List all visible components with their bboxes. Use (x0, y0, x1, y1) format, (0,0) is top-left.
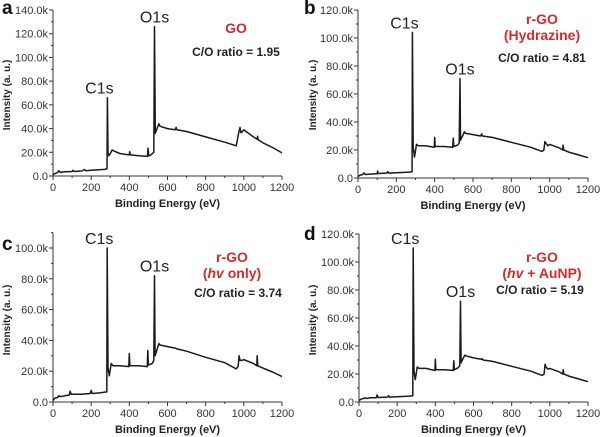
panel-b-y-tick-label: 100.0k (320, 33, 354, 45)
panel-a-spectrum-line (52, 25, 283, 176)
panel-d-sample-title: (hv + AuNP) (502, 265, 581, 281)
panel-b-y-tick-label: 120.0k (320, 5, 354, 17)
panel-c-x-tick-label: 0 (50, 408, 56, 420)
panel-d-y-tick-label: 120.0k (321, 229, 355, 241)
panel-a-sample-title: GO (225, 20, 247, 36)
panel-c-sample-title: r-GO (216, 249, 248, 265)
panel-a-co-ratio: C/O ratio = 1.95 (192, 45, 280, 59)
panel-d-co-ratio: C/O ratio = 5.19 (496, 283, 584, 297)
panel-a-x-tick-label: 600 (158, 182, 176, 194)
panel-d-spectrum-line (358, 247, 589, 402)
panel-a-x-tick-label: 0 (50, 182, 56, 194)
panel-a-x-tick-label: 1200 (270, 182, 294, 194)
panel-d-y-tick-label: 40.0k (327, 341, 354, 353)
panel-b-letter: b (304, 0, 316, 19)
panel-d-x-axis-label: Binding Energy (eV) (421, 424, 526, 436)
panel-c-y-tick-label: 60.0k (21, 305, 48, 317)
panel-c-y-tick-label: 20.0k (21, 366, 48, 378)
panel-a-x-tick-label: 1000 (232, 182, 256, 194)
panel-a-y-tick-label: 120.0k (15, 29, 49, 41)
panel-a-y-tick-label: 0.0 (33, 171, 48, 183)
panel-c-x-axis-label: Binding Energy (eV) (115, 424, 220, 436)
panel-b-peak-label-o1s: O1s (445, 62, 474, 79)
panel-a-y-tick-label: 80.0k (21, 76, 48, 88)
panel-b-spectrum-line (357, 31, 589, 178)
panel-a-x-tick-label: 200 (82, 182, 100, 194)
panel-a-x-tick-label: 400 (120, 182, 138, 194)
panel-c-y-tick-label: 40.0k (21, 335, 48, 347)
panel-d-sample-title: r-GO (526, 249, 558, 265)
panel-a-x-tick-label: 800 (196, 182, 214, 194)
panel-c-spectrum-line (52, 247, 283, 401)
panel-b-x-axis-label: Binding Energy (eV) (420, 200, 525, 212)
panel-b-x-tick-label: 200 (387, 184, 405, 196)
panel-c-y-tick-label: 100.0k (15, 243, 49, 255)
panel-a-peak-label-o1s: O1s (140, 10, 169, 27)
panel-a-y-tick-label: 60.0k (21, 100, 48, 112)
panel-b-y-tick-label: 0.0 (338, 173, 353, 185)
panel-d-x-tick-label: 400 (426, 408, 444, 420)
panel-d-x-tick-label: 600 (464, 408, 482, 420)
panel-c-x-tick-label: 1200 (270, 408, 294, 420)
panel-d-y-tick-label: 60.0k (327, 313, 354, 325)
panel-d-x-tick-label: 1200 (576, 408, 600, 420)
panel-d-x-tick-label: 1000 (538, 408, 562, 420)
panel-d-x-tick-label: 0 (356, 408, 362, 420)
panel-c-x-tick-label: 600 (158, 408, 176, 420)
panel-d-y-tick-label: 0.0 (339, 397, 354, 409)
panel-c-x-tick-label: 1000 (232, 408, 256, 420)
panel-b-co-ratio: C/O ratio = 4.81 (498, 51, 586, 65)
panel-a-x-axis-label: Binding Energy (eV) (115, 198, 220, 210)
panel-b-y-axis-label: Intensity (a. u.) (308, 60, 319, 131)
panel-b-y-tick-label: 20.0k (326, 145, 353, 157)
panel-a-y-tick-label: 20.0k (21, 147, 48, 159)
panel-d-x-tick-label: 200 (388, 408, 406, 420)
panel-d-peak-label-o1s: O1s (446, 284, 475, 301)
panel-b-x-tick-label: 0 (355, 184, 361, 196)
panel-d-y-tick-label: 80.0k (327, 285, 354, 297)
panel-b-x-tick-label: 800 (502, 184, 520, 196)
panel-a-y-axis-label: Intensity (a. u.) (2, 60, 13, 131)
panel-c-x-tick-label: 400 (120, 408, 138, 420)
panel-a-peak-label-c1s: C1s (85, 81, 113, 98)
panel-d-y-tick-label: 100.0k (321, 257, 355, 269)
panel-c-letter: c (2, 234, 13, 255)
panel-c-y-tick-label: 0.0 (33, 397, 48, 409)
panel-b-sample-title: r-GO (526, 11, 558, 27)
panel-c-peak-label-o1s: O1s (140, 259, 169, 276)
panel-a-y-tick-label: 40.0k (21, 124, 48, 136)
panel-c-peak-label-c1s: C1s (85, 231, 113, 248)
panel-b-x-tick-label: 400 (425, 184, 443, 196)
panel-b-peak-label-c1s: C1s (390, 15, 418, 32)
panel-b-y-tick-label: 60.0k (326, 89, 353, 101)
panel-b-x-tick-label: 1200 (576, 184, 600, 196)
panel-d-peak-label-c1s: C1s (391, 231, 419, 248)
panel-d-y-axis-label: Intensity (a. u.) (308, 285, 319, 356)
panel-c-x-tick-label: 200 (82, 408, 100, 420)
panel-a-letter: a (2, 0, 13, 19)
panel-d-y-tick-label: 20.0k (327, 369, 354, 381)
panel-b-y-tick-label: 40.0k (326, 117, 353, 129)
panel-b-x-tick-label: 1000 (537, 184, 561, 196)
panel-d-letter: d (304, 224, 316, 245)
panel-c-co-ratio: C/O ratio = 3.74 (194, 286, 282, 300)
panel-b-sample-title: (Hydrazine) (504, 27, 580, 43)
panel-d-x-tick-label: 800 (502, 408, 520, 420)
panel-c-x-tick-label: 800 (196, 408, 214, 420)
panel-c-y-tick-label: 80.0k (21, 274, 48, 286)
panel-b-y-tick-label: 80.0k (326, 61, 353, 73)
panel-c-sample-title: (hv only) (203, 265, 261, 281)
panel-a-y-tick-label: 140.0k (15, 5, 49, 17)
panel-b-x-tick-label: 600 (464, 184, 482, 196)
panel-a-y-tick-label: 100.0k (15, 52, 49, 64)
panel-c-y-axis-label: Intensity (a. u.) (2, 285, 13, 356)
